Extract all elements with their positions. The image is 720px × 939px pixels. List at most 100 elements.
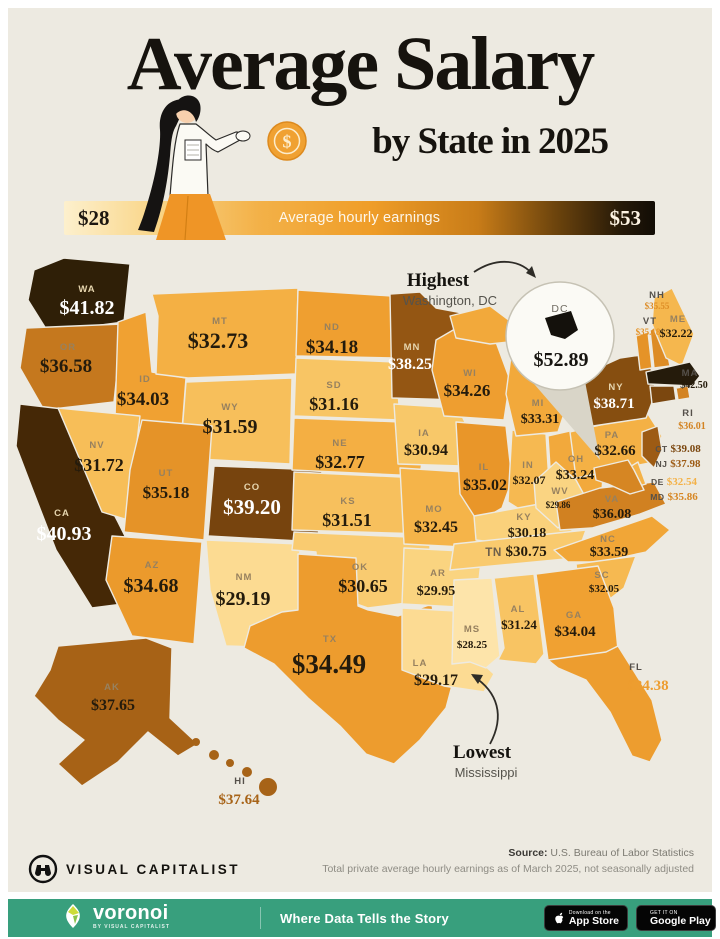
state-abbr-AR: AR — [430, 568, 446, 579]
divider — [260, 907, 261, 929]
dc-value-label: $52.89 — [534, 349, 589, 371]
dc-callout: DC $52.89 — [505, 281, 615, 460]
highest-subtitle: Washington, DC — [403, 293, 497, 308]
state-abbr-TX: TX — [323, 634, 337, 645]
state-abbr-IN: IN — [522, 460, 534, 471]
state-MA — [645, 361, 701, 387]
state-abbr-ID: ID — [139, 374, 151, 385]
state-abbr-PA: PA — [605, 430, 620, 441]
voronoi-wordmark: voronoi — [93, 902, 169, 924]
legend-title: Average hourly earnings — [278, 210, 441, 226]
annotation-lowest: Lowest Mississippi — [453, 674, 518, 780]
state-abbr-AZ: AZ — [145, 560, 160, 571]
state-AL — [493, 573, 545, 665]
state-abbr-VA: VA — [605, 494, 620, 505]
state-value-ND: $34.18 — [306, 337, 358, 358]
state-abbr-WI: WI — [463, 368, 477, 379]
visual-capitalist-logo: VISUAL CAPITALIST — [28, 854, 240, 884]
state-abbr-CA: CA — [54, 508, 70, 519]
dc-shape-icon — [545, 311, 578, 339]
state-abbr-MN: MN — [404, 342, 421, 353]
state-NC — [553, 515, 671, 563]
state-value-IL: $35.02 — [463, 477, 507, 494]
state-value-NH: $35.55 — [645, 301, 670, 311]
state-TX — [243, 553, 455, 765]
lowest-arrow-icon — [472, 675, 499, 745]
state-value-KS: $31.51 — [322, 510, 372, 530]
state-abbr-OK: OK — [352, 562, 368, 573]
dc-pointer — [522, 370, 600, 460]
page-subtitle: by State in 2025 — [372, 121, 609, 162]
state-value-SC: $32.05 — [589, 583, 620, 595]
state-value-ME: $32.22 — [660, 326, 693, 340]
apple-icon — [555, 912, 564, 923]
source-label: Source: — [508, 847, 548, 859]
state-abbr-UT: UT — [159, 468, 174, 479]
state-abbr-MA: MA — [682, 368, 699, 379]
state-abbr-NY: NY — [608, 382, 623, 393]
state-value-CA: $40.93 — [37, 523, 92, 545]
binoculars-icon — [28, 854, 58, 884]
state-value-ID: $34.03 — [117, 389, 169, 410]
state-abbr-SC: SC — [594, 570, 609, 581]
coin-dollar-sign: $ — [283, 132, 292, 152]
lowest-subtitle: Mississippi — [455, 765, 518, 780]
state-abbr-NM: NM — [236, 572, 253, 583]
woman-with-coin-illustration: $ — [138, 95, 307, 240]
google-play-badge[interactable]: GET IT ON Google Play — [636, 905, 716, 931]
state-value-MT: $32.73 — [188, 328, 249, 353]
state-value-NM: $29.19 — [216, 588, 271, 610]
state-abbr-VT: VT — [643, 316, 657, 327]
state-abbr-NV: NV — [89, 440, 104, 451]
voronoi-leaf-icon — [66, 904, 80, 928]
state-value-OR: $36.58 — [40, 356, 92, 377]
state-value-NE: $32.77 — [315, 452, 365, 472]
state-value-OK: $30.65 — [338, 576, 388, 596]
state-value-labels: WA $41.82 OR $36.58 CA $40.93 ID $34.03 NV $31.72… — [37, 284, 708, 808]
state-value-PA: $32.66 — [594, 443, 636, 459]
state-VA — [555, 481, 667, 531]
state-abbr-IL: IL — [479, 462, 489, 473]
voronoi-logo[interactable]: voronoi BY VISUAL CAPITALIST — [60, 903, 170, 930]
state-value-UT: $35.18 — [143, 483, 190, 502]
state-value-VT: $35.18 — [636, 327, 661, 337]
state-value-IA: $30.94 — [404, 442, 448, 459]
highest-arrow-icon — [473, 260, 535, 277]
app-store-line2: App Store — [568, 914, 619, 927]
state-abbr-WV: WV — [551, 486, 568, 497]
state-label-TN: TN $30.75 — [485, 544, 547, 560]
source-text: U.S. Bureau of Labor Statistics — [547, 847, 694, 859]
state-MS — [451, 577, 501, 669]
state-value-NY: $38.71 — [593, 396, 634, 412]
annotation-highest: Highest Washington, DC — [403, 260, 536, 308]
state-IL — [455, 421, 513, 523]
state-value-AZ: $34.68 — [124, 575, 179, 597]
state-abbr-OR: OR — [60, 342, 76, 353]
app-store-line1: Download on the — [568, 909, 611, 916]
state-value-NV: $31.72 — [74, 455, 124, 475]
state-value-CO: $39.20 — [223, 495, 281, 519]
state-RI — [675, 385, 691, 401]
blouse-icon — [169, 123, 242, 197]
skirt-icon — [156, 194, 226, 240]
state-label-CT: CT $39.08 — [655, 443, 701, 455]
state-value-IN: $32.07 — [513, 473, 546, 487]
state-abbr-MT: MT — [212, 316, 228, 327]
state-abbr-ME: ME — [670, 314, 686, 325]
state-value-FL: $34.38 — [627, 678, 668, 694]
voronoi-sub-brand: BY VISUAL CAPITALIST — [93, 924, 170, 930]
state-value-MO: $32.45 — [414, 519, 458, 536]
state-NJ — [641, 425, 663, 469]
app-store-badge[interactable]: Download on the App Store — [544, 905, 628, 931]
state-value-VA: $36.08 — [593, 507, 632, 522]
state-abbr-NC: NC — [600, 534, 616, 545]
google-play-line1: GET IT ON — [650, 909, 678, 916]
state-label-NJ: NJ $37.98 — [655, 458, 701, 470]
hair-icon — [138, 99, 188, 232]
state-MT — [151, 287, 299, 379]
hand-icon — [235, 130, 251, 142]
state-abbr-KY: KY — [516, 512, 531, 523]
state-abbr-NH: NH — [649, 290, 665, 301]
state-VT — [635, 331, 653, 371]
